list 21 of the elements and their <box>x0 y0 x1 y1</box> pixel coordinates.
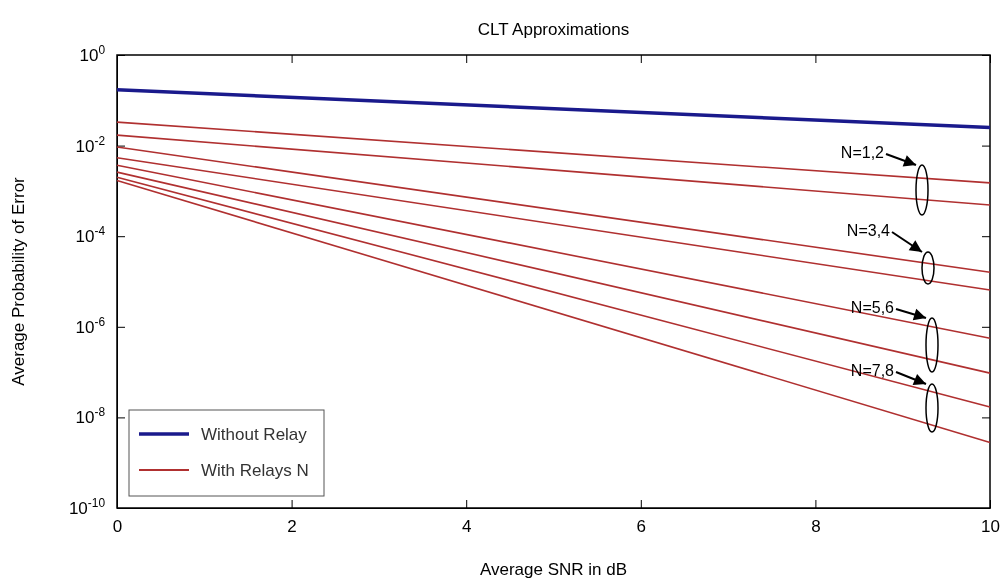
y-tick-label: 10$^{-6}$ <box>75 314 106 337</box>
y-tick-label: 10$^{-4}$ <box>75 224 106 247</box>
x-tick-label: 10 <box>981 517 1000 537</box>
y-tick-label: 10$^{-10}$ <box>68 495 106 518</box>
x-tick-label: 4 <box>461 517 472 537</box>
annotation: N=1,2 <box>840 144 885 161</box>
annotation: N=5,6 <box>850 299 895 316</box>
y-tick-label: 10$^{-2}$ <box>75 133 106 156</box>
legend-label: With Relays N <box>201 461 309 480</box>
x-tick-label: 6 <box>636 517 647 537</box>
y-tick-label: 10$^{0}$ <box>79 42 106 65</box>
y-axis-title: Average Probability of Error <box>9 176 28 386</box>
annotation: N=3,4 <box>846 222 891 239</box>
legend-label: Without Relay <box>201 425 308 444</box>
x-tick-label: 2 <box>287 517 297 537</box>
x-axis-title: Average SNR in dB <box>479 560 628 579</box>
chart-title: CLT Approximations <box>477 20 630 39</box>
x-tick-label: 0 <box>112 517 123 537</box>
annotation: N=7,8 <box>850 362 895 379</box>
y-tick-label: 10$^{-8}$ <box>75 405 106 428</box>
x-tick-label: 8 <box>811 517 821 537</box>
